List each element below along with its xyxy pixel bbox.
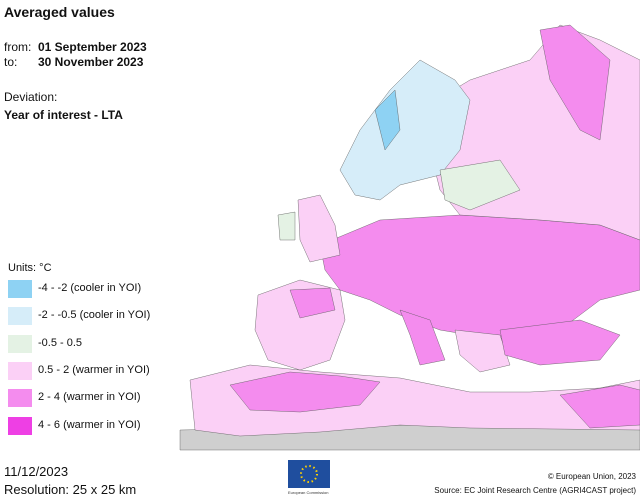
logo (288, 460, 330, 488)
legend-label: -2 - -0.5 (cooler in YOI) (38, 309, 151, 322)
legend-swatch (8, 307, 32, 326)
map-land (179, 24, 640, 451)
legend-title: Units: °C (8, 262, 52, 274)
legend-swatch (8, 334, 32, 353)
copyright: © European Union, 2023 (547, 472, 636, 481)
deviation-value: Year of interest - LTA (4, 108, 123, 122)
legend-swatch (8, 361, 32, 380)
resolution: Resolution: 25 x 25 km (4, 482, 137, 497)
legend-label: 0.5 - 2 (warmer in YOI) (38, 363, 150, 376)
from-label: from: (4, 40, 32, 54)
legend-label: -4 - -2 (cooler in YOI) (38, 282, 142, 294)
title: Averaged values (4, 4, 115, 20)
legend-swatch (8, 280, 32, 298)
to-date: 30 November 2023 (38, 55, 144, 69)
from-date: 01 September 2023 (38, 40, 147, 54)
date: 11/12/2023 (4, 464, 69, 479)
legend-label: 2 - 4 (warmer in YOI) (38, 391, 141, 404)
legend-swatch (8, 389, 32, 408)
deviation-label: Deviation: (4, 90, 58, 104)
legend-label: 4 - 6 (warmer in YOI) (38, 418, 141, 431)
logo-text: European Commission (288, 490, 329, 495)
legend-swatch (8, 416, 32, 435)
legend-label: -0.5 - 0.5 (38, 336, 83, 349)
source: Source: EC Joint Research Centre (AGRI4C… (434, 486, 636, 495)
to-label: to: (4, 55, 18, 69)
